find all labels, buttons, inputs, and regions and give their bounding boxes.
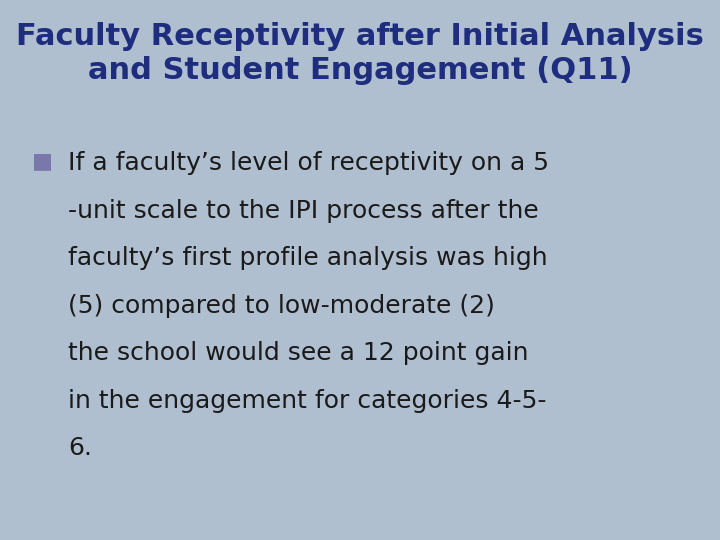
Text: ■: ■	[32, 151, 53, 171]
Text: 6.: 6.	[68, 436, 92, 460]
Text: -unit scale to the IPI process after the: -unit scale to the IPI process after the	[68, 199, 539, 222]
Text: the school would see a 12 point gain: the school would see a 12 point gain	[68, 341, 529, 365]
Text: Faculty Receptivity after Initial Analysis
and Student Engagement (Q11): Faculty Receptivity after Initial Analys…	[16, 22, 704, 85]
Text: If a faculty’s level of receptivity on a 5: If a faculty’s level of receptivity on a…	[68, 151, 549, 175]
Text: (5) compared to low-moderate (2): (5) compared to low-moderate (2)	[68, 294, 495, 318]
Text: in the engagement for categories 4-5-: in the engagement for categories 4-5-	[68, 389, 547, 413]
Text: faculty’s first profile analysis was high: faculty’s first profile analysis was hig…	[68, 246, 548, 270]
